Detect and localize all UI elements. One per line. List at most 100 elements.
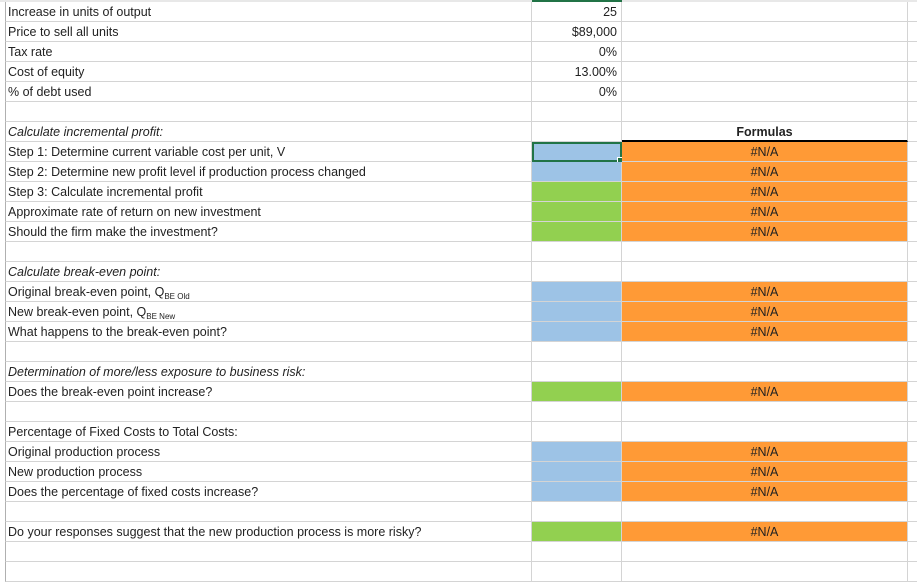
label-cell[interactable]: Step 2: Determine new profit level if pr… <box>5 162 532 182</box>
label-cell[interactable]: Approximate rate of return on new invest… <box>5 202 532 222</box>
answer-input-cell[interactable] <box>532 462 622 482</box>
label-cell[interactable]: What happens to the break-even point? <box>5 322 532 342</box>
label-cell[interactable]: Determination of more/less exposure to b… <box>5 362 532 382</box>
formula-cell[interactable]: #N/A <box>622 162 908 182</box>
empty-cell[interactable] <box>908 62 917 82</box>
label-cell[interactable] <box>5 542 532 562</box>
formula-cell[interactable]: #N/A <box>622 142 908 162</box>
formula-cell[interactable] <box>622 42 908 62</box>
formula-cell[interactable]: #N/A <box>622 182 908 202</box>
formula-cell[interactable] <box>622 502 908 522</box>
label-cell[interactable]: Does the break-even point increase? <box>5 382 532 402</box>
empty-cell[interactable] <box>908 82 917 102</box>
empty-cell[interactable] <box>908 462 917 482</box>
value-cell[interactable]: 25 <box>532 2 622 22</box>
empty-cell[interactable] <box>908 142 917 162</box>
label-cell[interactable]: Increase in units of output <box>5 2 532 22</box>
answer-input-cell[interactable] <box>532 302 622 322</box>
formula-cell[interactable]: #N/A <box>622 462 908 482</box>
formula-cell[interactable]: #N/A <box>622 522 908 542</box>
formula-cell[interactable] <box>622 542 908 562</box>
answer-input-cell[interactable] <box>532 482 622 502</box>
answer-input-cell[interactable] <box>532 442 622 462</box>
label-cell[interactable]: Tax rate <box>5 42 532 62</box>
label-cell[interactable]: Should the firm make the investment? <box>5 222 532 242</box>
formula-cell[interactable]: #N/A <box>622 382 908 402</box>
formula-cell[interactable] <box>622 62 908 82</box>
answer-input-cell[interactable] <box>532 322 622 342</box>
empty-cell[interactable] <box>908 502 917 522</box>
formula-cell[interactable] <box>622 242 908 262</box>
empty-cell[interactable] <box>908 542 917 562</box>
value-cell[interactable] <box>532 122 622 142</box>
label-cell[interactable]: Original break-even point, QBE Old <box>5 282 532 302</box>
formula-cell[interactable]: #N/A <box>622 202 908 222</box>
formula-cell[interactable] <box>622 102 908 122</box>
value-cell[interactable]: $89,000 <box>532 22 622 42</box>
formula-cell[interactable] <box>622 82 908 102</box>
label-cell[interactable]: Step 1: Determine current variable cost … <box>5 142 532 162</box>
label-cell[interactable] <box>5 502 532 522</box>
empty-cell[interactable] <box>908 342 917 362</box>
empty-cell[interactable] <box>908 382 917 402</box>
value-cell[interactable]: 13.00% <box>532 62 622 82</box>
formula-cell[interactable] <box>622 2 908 22</box>
label-cell[interactable]: Percentage of Fixed Costs to Total Costs… <box>5 422 532 442</box>
value-cell[interactable] <box>532 262 622 282</box>
label-cell[interactable]: Calculate incremental profit: <box>5 122 532 142</box>
label-cell[interactable]: Calculate break-even point: <box>5 262 532 282</box>
formula-cell[interactable] <box>622 562 908 582</box>
answer-input-cell[interactable] <box>532 282 622 302</box>
value-cell[interactable] <box>532 362 622 382</box>
empty-cell[interactable] <box>908 162 917 182</box>
label-cell[interactable] <box>5 562 532 582</box>
answer-input-cell[interactable] <box>532 142 624 164</box>
value-cell[interactable] <box>532 402 622 422</box>
formula-cell[interactable] <box>622 402 908 422</box>
label-cell[interactable]: Price to sell all units <box>5 22 532 42</box>
empty-cell[interactable] <box>908 42 917 62</box>
answer-input-cell[interactable] <box>532 202 622 222</box>
empty-cell[interactable] <box>908 302 917 322</box>
label-cell[interactable]: Original production process <box>5 442 532 462</box>
label-cell[interactable] <box>5 402 532 422</box>
empty-cell[interactable] <box>908 262 917 282</box>
answer-input-cell[interactable] <box>532 522 622 542</box>
formula-cell[interactable] <box>622 342 908 362</box>
value-cell[interactable] <box>532 102 622 122</box>
empty-cell[interactable] <box>908 402 917 422</box>
answer-input-cell[interactable] <box>532 182 622 202</box>
label-cell[interactable] <box>5 342 532 362</box>
empty-cell[interactable] <box>908 482 917 502</box>
label-cell[interactable]: Cost of equity <box>5 62 532 82</box>
formula-cell[interactable] <box>622 362 908 382</box>
empty-cell[interactable] <box>908 22 917 42</box>
formula-cell[interactable] <box>622 262 908 282</box>
formula-cell[interactable]: #N/A <box>622 282 908 302</box>
empty-cell[interactable] <box>908 442 917 462</box>
formula-cell[interactable]: #N/A <box>622 322 908 342</box>
label-cell[interactable]: New production process <box>5 462 532 482</box>
label-cell[interactable]: Step 3: Calculate incremental profit <box>5 182 532 202</box>
formulas-header[interactable]: Formulas <box>622 122 908 142</box>
empty-cell[interactable] <box>908 182 917 202</box>
label-cell[interactable] <box>5 102 532 122</box>
value-cell[interactable] <box>532 562 622 582</box>
empty-cell[interactable] <box>908 222 917 242</box>
value-cell[interactable]: 0% <box>532 42 622 62</box>
empty-cell[interactable] <box>908 322 917 342</box>
formula-cell[interactable]: #N/A <box>622 442 908 462</box>
formula-cell[interactable] <box>622 22 908 42</box>
formula-cell[interactable]: #N/A <box>622 302 908 322</box>
value-cell[interactable] <box>532 542 622 562</box>
empty-cell[interactable] <box>908 202 917 222</box>
answer-input-cell[interactable] <box>532 162 622 182</box>
empty-cell[interactable] <box>908 2 917 22</box>
value-cell[interactable] <box>532 422 622 442</box>
value-cell[interactable] <box>532 242 622 262</box>
empty-cell[interactable] <box>908 102 917 122</box>
label-cell[interactable]: New break-even point, QBE New <box>5 302 532 322</box>
label-cell[interactable] <box>5 242 532 262</box>
answer-input-cell[interactable] <box>532 222 622 242</box>
label-cell[interactable]: Do your responses suggest that the new p… <box>5 522 532 542</box>
